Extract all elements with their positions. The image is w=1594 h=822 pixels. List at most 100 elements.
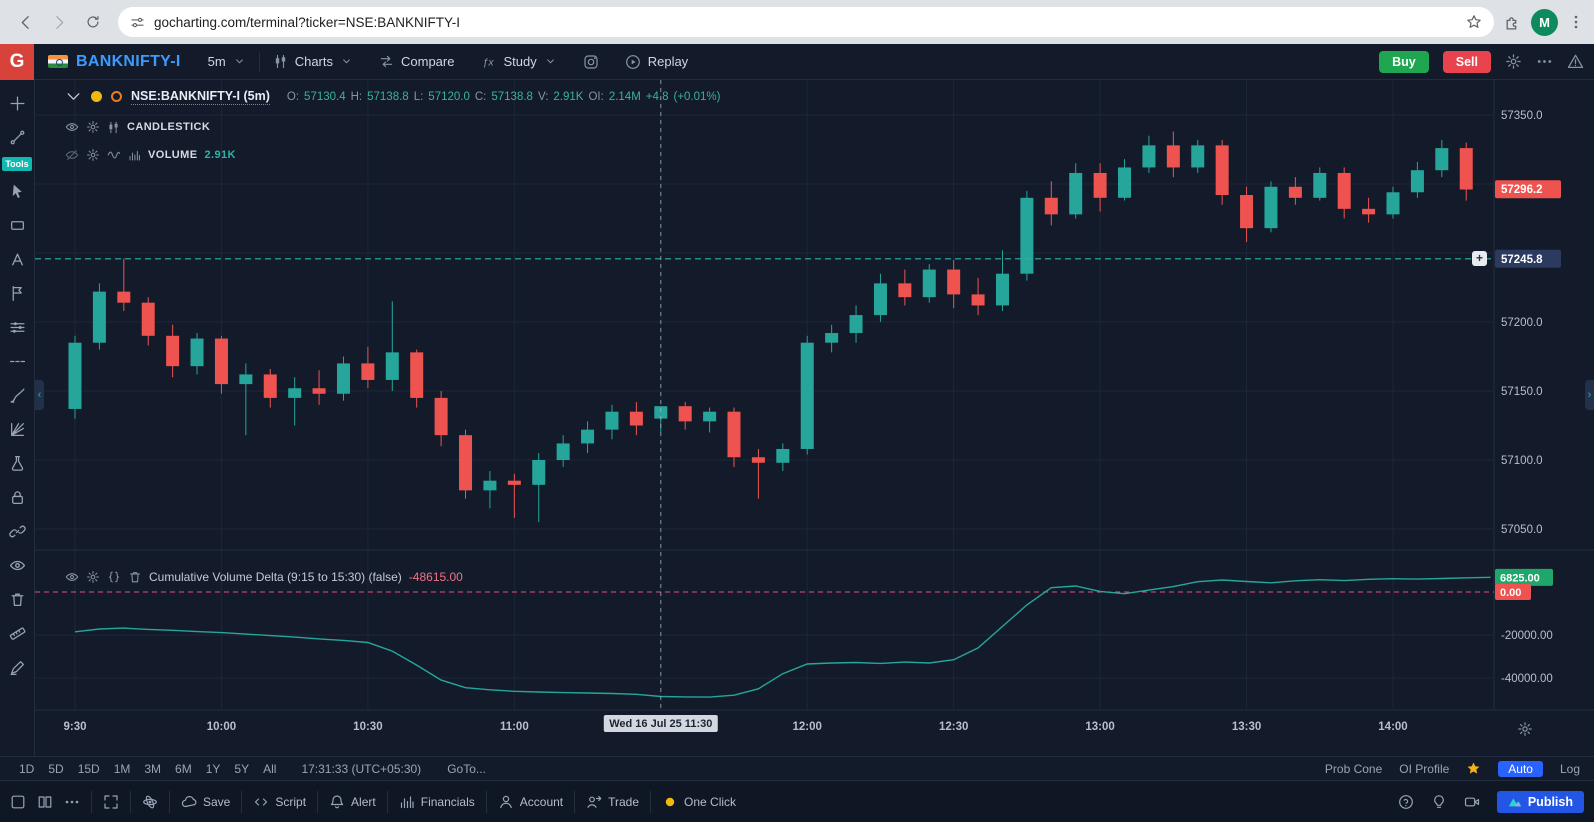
- range-6m[interactable]: 6M: [175, 761, 192, 776]
- video-camera-icon[interactable]: [1464, 794, 1480, 810]
- buy-button[interactable]: Buy: [1379, 50, 1429, 73]
- prob-cone-button[interactable]: Prob Cone: [1324, 761, 1383, 776]
- tool-marker[interactable]: [0, 650, 35, 684]
- panels-icon: [37, 794, 53, 810]
- tool-link[interactable]: [0, 514, 35, 548]
- bottom-alert-button[interactable]: Alert: [329, 794, 376, 810]
- tool-cursor[interactable]: [0, 174, 35, 208]
- extensions-icon[interactable]: [1504, 14, 1521, 31]
- bottom-themes-button[interactable]: [142, 794, 158, 810]
- function-icon: ƒx: [480, 54, 496, 70]
- oi-profile-button[interactable]: OI Profile: [1399, 761, 1450, 776]
- tool-crosshair[interactable]: [0, 86, 35, 120]
- gear-icon[interactable]: [86, 148, 100, 162]
- bookmark-star-icon[interactable]: [1466, 14, 1482, 30]
- url-text[interactable]: gocharting.com/terminal?ticker=NSE:BANKN…: [154, 14, 460, 30]
- instagram-button[interactable]: [570, 44, 612, 79]
- tool-flag[interactable]: [0, 276, 35, 310]
- alert-triangle-icon[interactable]: [1567, 53, 1584, 70]
- tool-text[interactable]: [0, 242, 35, 276]
- range-5d[interactable]: 5D: [48, 761, 64, 776]
- tool-trash[interactable]: [0, 582, 35, 616]
- bottom-account-button[interactable]: Account: [498, 794, 563, 810]
- range-3m[interactable]: 3M: [144, 761, 162, 776]
- trash-icon[interactable]: [128, 570, 142, 584]
- bottom-financials-button[interactable]: Financials: [399, 794, 475, 810]
- tool-trendline[interactable]: [0, 120, 35, 154]
- address-bar[interactable]: gocharting.com/terminal?ticker=NSE:BANKN…: [118, 7, 1494, 37]
- range-5y[interactable]: 5Y: [234, 761, 250, 776]
- bottom-trade-button[interactable]: Trade: [586, 794, 639, 810]
- eye-icon[interactable]: [65, 570, 79, 584]
- bottom-fullscreen-button[interactable]: [103, 794, 119, 810]
- browser-back-icon[interactable]: [10, 7, 40, 37]
- collapse-right-handle[interactable]: ›: [1585, 380, 1594, 410]
- collapse-left-handle[interactable]: ‹: [35, 380, 44, 410]
- tool-ruler[interactable]: [0, 616, 35, 650]
- range-1m[interactable]: 1M: [113, 761, 131, 776]
- browser-reload-icon[interactable]: [78, 7, 108, 37]
- timeframe-select[interactable]: 5m: [195, 44, 259, 79]
- lock-icon: [9, 489, 26, 506]
- candlestick-icon: [107, 121, 120, 134]
- bottom-more-button[interactable]: [64, 794, 80, 810]
- settings-gear-icon[interactable]: [1505, 53, 1522, 70]
- axis-settings-gear-icon[interactable]: [1517, 721, 1533, 737]
- tool-flask[interactable]: [0, 446, 35, 480]
- ticker-symbol[interactable]: BANKNIFTY-I: [76, 52, 181, 70]
- low-label: L:: [413, 90, 424, 103]
- auto-scale-button[interactable]: Auto: [1498, 760, 1543, 777]
- bottom-panels-button[interactable]: [37, 794, 53, 810]
- eye-icon[interactable]: [65, 120, 79, 134]
- profile-avatar[interactable]: M: [1531, 8, 1558, 36]
- range-1y[interactable]: 1Y: [205, 761, 221, 776]
- charts-menu[interactable]: Charts: [260, 44, 366, 79]
- chart-canvas[interactable]: 57350.0 57200.0 57150.0 57100.0 57050.0 57296…: [35, 80, 1594, 756]
- site-settings-icon[interactable]: [130, 15, 145, 30]
- app-logo[interactable]: G: [0, 43, 34, 80]
- range-15d[interactable]: 15D: [77, 761, 100, 776]
- browser-forward-icon[interactable]: [44, 7, 74, 37]
- code-braces-icon[interactable]: [107, 570, 121, 584]
- candle-body: [1410, 170, 1424, 193]
- bottom-save-button[interactable]: Save: [181, 794, 230, 810]
- publish-button[interactable]: Publish: [1496, 790, 1584, 813]
- symbol-title[interactable]: NSE:BANKNIFTY-I (5m): [131, 88, 270, 105]
- favorite-star-icon[interactable]: [1466, 761, 1481, 776]
- candle-body: [239, 374, 253, 385]
- legend-collapse-icon[interactable]: [65, 88, 82, 105]
- range-all[interactable]: All: [263, 761, 277, 776]
- gear-icon[interactable]: [86, 570, 100, 584]
- replay-button[interactable]: Replay: [612, 44, 701, 79]
- study-menu[interactable]: ƒx Study: [467, 44, 569, 79]
- eye-off-icon[interactable]: [65, 148, 79, 162]
- bottom-oneclick-button[interactable]: One Click: [662, 794, 736, 810]
- cvd-last-label: [1495, 568, 1553, 586]
- tool-shape[interactable]: [0, 208, 35, 242]
- change-value: +4.8: [645, 90, 669, 103]
- bottom-script-button[interactable]: Script: [253, 794, 306, 810]
- tool-eye[interactable]: [0, 548, 35, 582]
- clock[interactable]: 17:31:33 (UTC+05:30): [301, 761, 422, 776]
- oi-label: OI:: [588, 90, 604, 103]
- tool-gann[interactable]: [0, 412, 35, 446]
- hline-add-handle[interactable]: +: [1472, 251, 1487, 266]
- goto-button[interactable]: GoTo...: [447, 761, 486, 776]
- bottom-layout-button[interactable]: [10, 794, 26, 810]
- log-scale-button[interactable]: Log: [1559, 761, 1580, 776]
- gear-icon[interactable]: [86, 120, 100, 134]
- hline-price-label[interactable]: [1495, 249, 1561, 268]
- idea-bulb-icon[interactable]: [1431, 794, 1447, 810]
- tool-sliders[interactable]: [0, 310, 35, 344]
- more-options-icon[interactable]: [1536, 53, 1553, 70]
- brush-icon: [9, 387, 26, 404]
- tool-lock[interactable]: [0, 480, 35, 514]
- tool-brush[interactable]: [0, 378, 35, 412]
- candle-body: [947, 269, 961, 295]
- compare-button[interactable]: Compare: [366, 44, 467, 79]
- browser-menu-icon[interactable]: [1568, 14, 1584, 30]
- tool-dashline[interactable]: [0, 344, 35, 378]
- sell-button[interactable]: Sell: [1442, 50, 1491, 73]
- range-1d[interactable]: 1D: [19, 761, 35, 776]
- help-icon[interactable]: [1398, 794, 1414, 810]
